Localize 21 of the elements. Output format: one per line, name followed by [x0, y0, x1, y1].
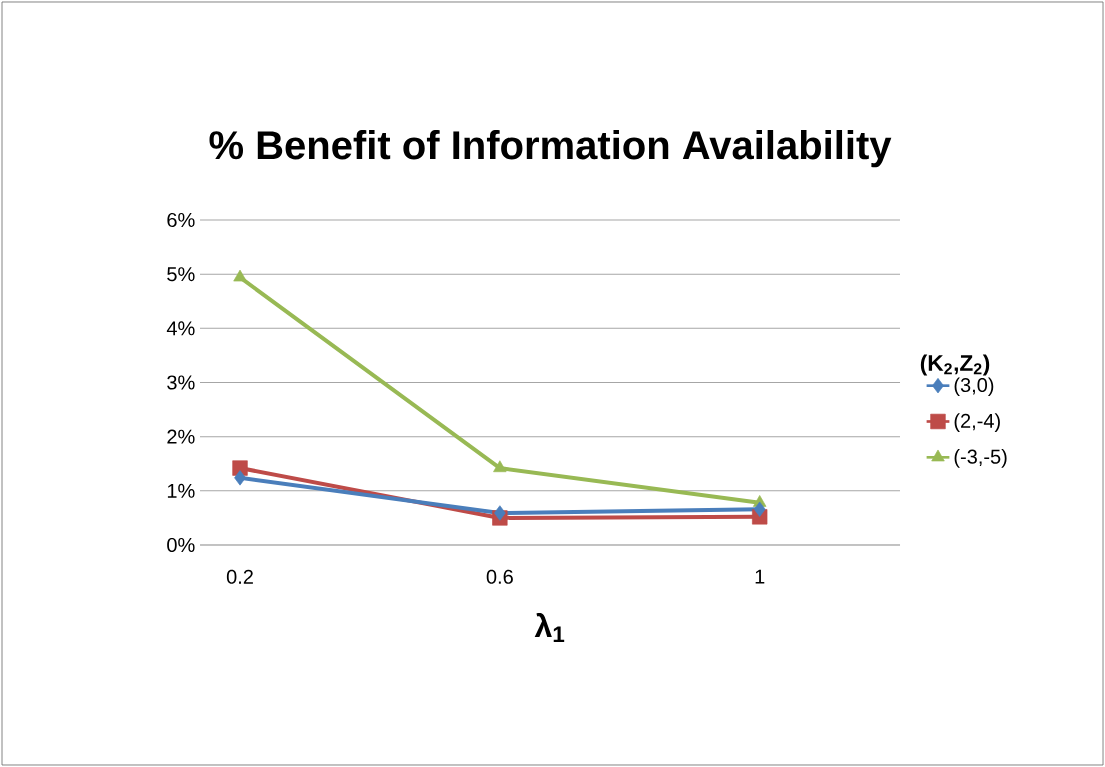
point	[234, 470, 246, 486]
y-tick-label: 5%	[167, 267, 195, 282]
chart-title: % Benefit of Information Availability	[209, 130, 892, 168]
y-tick-label: 6%	[167, 212, 195, 228]
point	[494, 505, 506, 521]
y-tick-label: 0%	[167, 537, 195, 553]
legend-label: (-3,-5)	[954, 449, 1007, 468]
y-tick-label: 1%	[167, 483, 195, 498]
legend-label: (3,0)	[954, 377, 994, 397]
point	[753, 501, 766, 517]
x-tick-label: 1	[755, 569, 765, 584]
text: λ$_{1}$	[534, 613, 565, 643]
x-tick-label: 0.6	[486, 569, 513, 584]
point	[493, 460, 507, 473]
text: (K$_{2}$,Z$_{2}$)	[920, 354, 990, 376]
y-tick-label: 2%	[167, 429, 195, 444]
x-tick-label: 0.2	[226, 569, 253, 584]
point	[233, 269, 247, 282]
y-tick-label: 4%	[166, 321, 195, 336]
legend-label: (2,-4)	[954, 413, 1000, 432]
y-tick-label: 3%	[167, 375, 195, 390]
